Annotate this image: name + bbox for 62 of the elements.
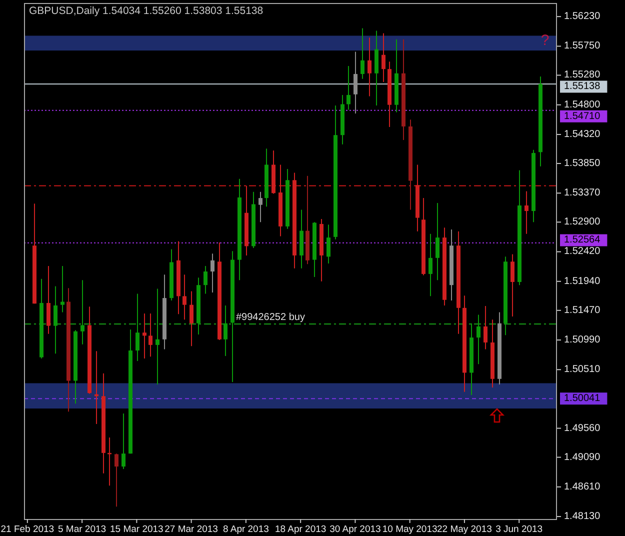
x-tick-label: 27 Mar 2013 (164, 524, 218, 535)
annotation: ? (540, 32, 550, 50)
candlestick (190, 290, 194, 347)
candlestick (148, 312, 152, 358)
chart-title: GBPUSD,Daily 1.54034 1.55260 1.53803 1.55138 (29, 5, 264, 17)
y-tick-label: 1.54800 (564, 99, 601, 110)
y-tick-label: 1.50990 (564, 334, 601, 346)
candlestick (204, 265, 208, 294)
candlestick (46, 265, 50, 334)
y-tick-label: 1.49560 (564, 422, 601, 434)
x-tick-label: 8 Apr 2013 (222, 524, 269, 535)
candlestick (136, 293, 140, 362)
candlestick (224, 304, 228, 357)
y-tick-label: 1.51470 (564, 304, 601, 316)
candlestick (346, 65, 350, 110)
x-tick-label: 15 Mar 2013 (110, 524, 164, 535)
y-tick-label: 1.51940 (564, 276, 601, 287)
y-tick-label: 1.48130 (564, 511, 601, 522)
candlestick (428, 233, 432, 297)
y-tick-label: 1.55280 (564, 70, 601, 81)
candlestick (54, 286, 58, 354)
candlestick (60, 265, 64, 313)
x-tick-label: 10 May 2013 (382, 524, 438, 535)
candlestick (80, 280, 84, 345)
y-tick-label: 1.53850 (564, 158, 601, 169)
candlestick (258, 191, 262, 223)
y-tick-label: 1.49090 (564, 452, 601, 463)
x-tick-label: 30 Apr 2013 (330, 524, 381, 535)
y-tick-label: 1.52900 (564, 216, 601, 228)
ref-line-label: 1.54710 (564, 110, 601, 122)
y-tick-label: 1.55750 (564, 40, 601, 52)
x-tick-label: 3 Jun 2013 (496, 524, 543, 535)
candlestick (484, 306, 488, 350)
x-tick-label: 21 Feb 2013 (0, 524, 54, 535)
ref-line-label: 1.55138 (564, 81, 601, 92)
candlestick (142, 312, 146, 360)
y-tick-label: 1.56230 (564, 11, 601, 22)
y-tick-label: 1.52420 (564, 246, 601, 258)
candlestick (182, 274, 186, 320)
y-tick-label: 1.54320 (564, 128, 601, 140)
ref-line-label: 1.52564 (564, 234, 601, 246)
x-tick-label: 5 Mar 2013 (58, 524, 106, 535)
y-tick-label: 1.50510 (564, 364, 601, 376)
candlestick (122, 412, 126, 470)
candlestick (354, 51, 358, 114)
y-tick-label: 1.48610 (564, 481, 601, 492)
candlestick (510, 254, 514, 318)
candlestick (156, 288, 160, 385)
x-tick-label: 18 Apr 2013 (274, 524, 326, 535)
y-tick-label: 1.53370 (564, 188, 601, 199)
x-tick-label: 22 May 2013 (437, 524, 492, 535)
ref-line-label: #99426252 buy (236, 312, 305, 323)
candlestick (114, 453, 118, 508)
candlestick (524, 190, 528, 234)
candlestick (382, 32, 386, 83)
candlestick (210, 253, 214, 293)
candlestick (476, 314, 480, 365)
ref-line-label: 1.50041 (564, 393, 601, 404)
candlestick (368, 37, 372, 97)
candlestick (436, 202, 440, 281)
candlestick (326, 224, 330, 264)
candlestick (360, 28, 364, 80)
